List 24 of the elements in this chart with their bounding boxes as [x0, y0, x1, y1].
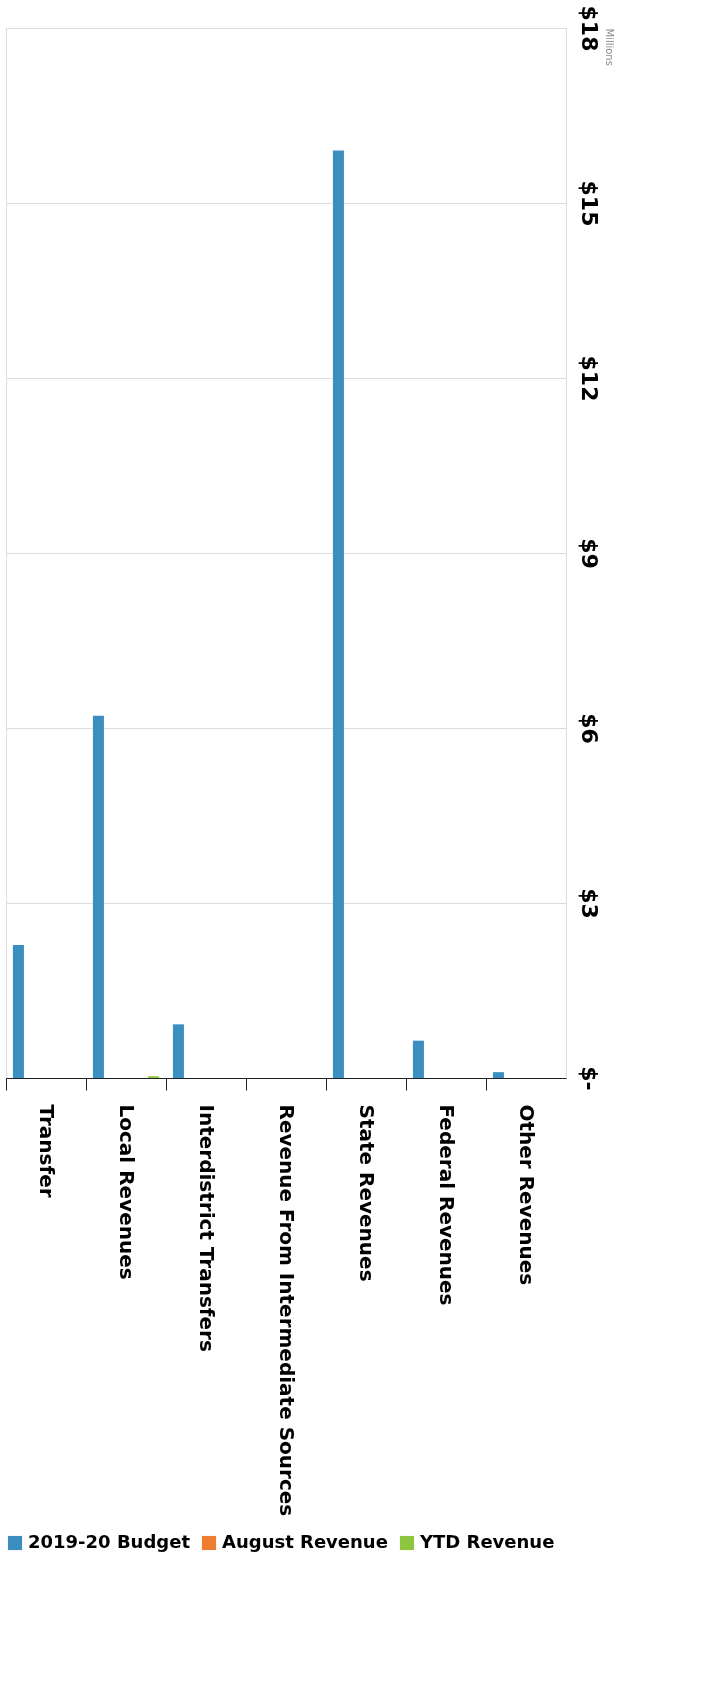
legend-label: August Revenue	[222, 1531, 388, 1552]
x-tick-label: Revenue From Intermediate Sources	[275, 1104, 299, 1517]
y-tick-label: $6	[576, 713, 602, 744]
y-tick-label: $9	[576, 538, 602, 569]
y-tick-label: $-	[576, 1066, 602, 1091]
legend-label: YTD Revenue	[419, 1531, 555, 1552]
y-tick-label: $3	[576, 888, 602, 919]
legend-label: 2019-20 Budget	[28, 1531, 191, 1552]
y-axis-title: Millions	[603, 28, 615, 66]
bar	[332, 150, 344, 1078]
y-tick-label: $12	[576, 355, 602, 402]
x-tick-label: Other Revenues	[515, 1104, 539, 1286]
x-tick-label: Interdistrict Transfers	[195, 1104, 219, 1352]
x-tick-label: Local Revenues	[115, 1104, 139, 1280]
bar	[172, 1024, 184, 1078]
bar	[92, 715, 104, 1078]
bar	[492, 1072, 504, 1078]
bar	[412, 1040, 424, 1078]
bar	[12, 945, 24, 1078]
y-tick-label: $18	[576, 5, 602, 52]
y-tick-label: $15	[576, 180, 602, 227]
x-tick-label: Federal Revenues	[435, 1104, 459, 1306]
x-tick-label: Transfer	[35, 1104, 59, 1198]
x-tick-label: State Revenues	[355, 1104, 379, 1282]
